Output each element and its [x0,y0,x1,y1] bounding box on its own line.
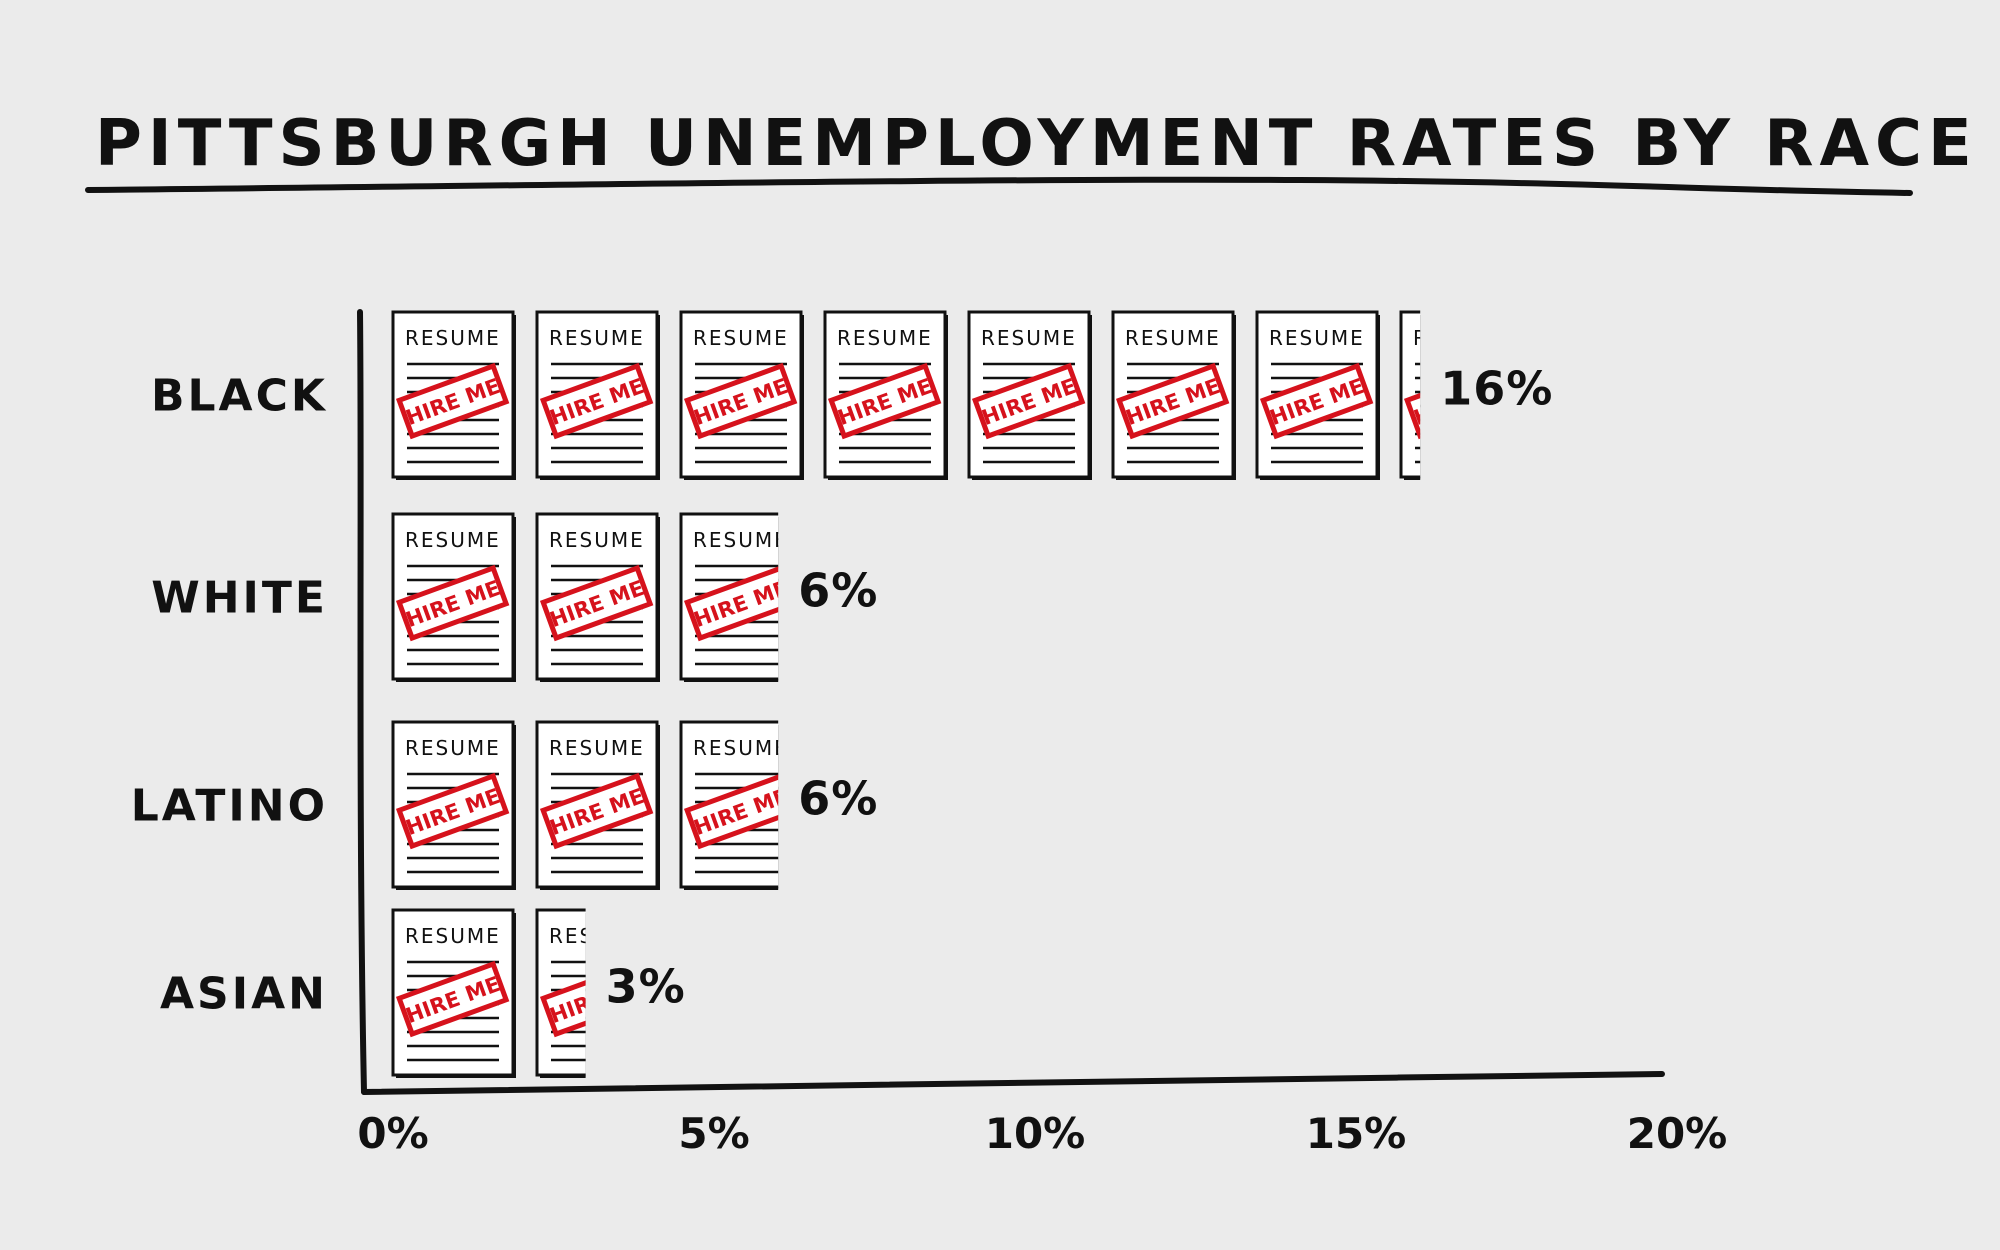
hire-me-stamp: HIRE ME [1403,362,1421,440]
category-label: BLACK [151,371,328,422]
x-tick-label: 5% [678,1109,749,1158]
category-label: LATINO [131,781,328,832]
resume-header: RESUME [837,326,933,350]
resume-icon: RESUME HIRE ME [679,720,789,890]
x-axis-ticks: 0% 5% 10% 15% 20% [357,1109,1727,1158]
resume-header: RESUME [693,528,789,552]
resume-header: RESUME [1413,326,1509,350]
resume-header: RESUME [405,326,501,350]
chart-title: PITTSBURGH UNEMPLOYMENT RATES BY RACE [95,107,1978,181]
resume-header: RESUME [405,528,501,552]
x-tick-label: 20% [1627,1109,1728,1158]
resume-header: RESUME [549,924,645,948]
value-label: 16% [1440,362,1553,416]
resume-header: RESUME [981,326,1077,350]
resume-header: RESUME [1125,326,1221,350]
resume-icon: RESUME HIRE ME [1399,310,1509,480]
resume-header: RESUME [1269,326,1365,350]
hire-me-stamp: HIRE ME [683,772,779,850]
resume-header: RESUME [693,736,789,760]
resume-header: RESUME [549,528,645,552]
y-axis-line [357,309,367,1095]
x-axis-line [361,1071,1665,1095]
resume-header: RESUME [405,736,501,760]
title-underline [85,176,1913,196]
value-label: 6% [798,564,878,618]
resume-header: RESUME [549,736,645,760]
category-label: ASIAN [160,969,328,1020]
x-tick-label: 0% [357,1109,428,1158]
category-label: WHITE [151,573,328,624]
value-label: 6% [798,772,878,826]
x-tick-label: 10% [985,1109,1086,1158]
resume-header: RESUME [549,326,645,350]
value-label: 3% [606,960,686,1014]
resume-header: RESUME [405,924,501,948]
resume-header: RESUME [693,326,789,350]
x-tick-label: 15% [1306,1109,1407,1158]
